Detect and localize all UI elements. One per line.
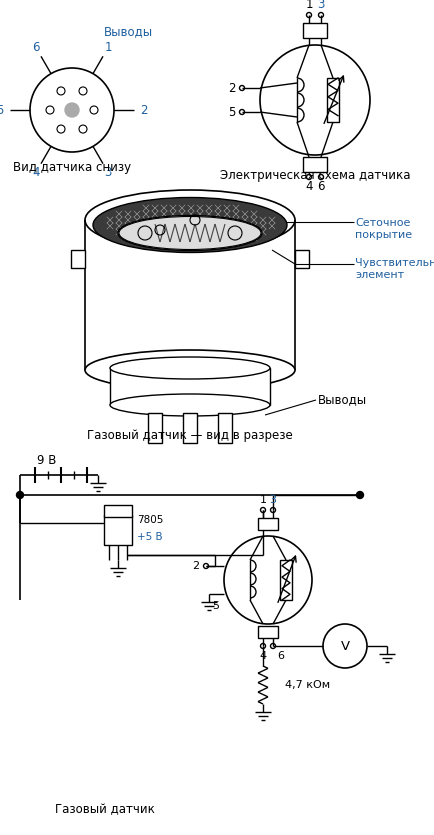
Bar (183, 413, 197, 443)
Text: 1: 1 (260, 495, 266, 505)
Text: 1: 1 (104, 41, 112, 54)
Bar (295, 250, 309, 268)
Text: Выводы: Выводы (318, 393, 367, 407)
Ellipse shape (110, 357, 270, 379)
Text: 6: 6 (277, 651, 285, 661)
Text: Выводы: Выводы (103, 26, 153, 38)
Bar (258, 626, 278, 638)
Bar (104, 505, 132, 517)
Text: Вид датчика снизу: Вид датчика снизу (13, 161, 131, 175)
Bar (104, 515, 132, 545)
Bar (258, 518, 278, 530)
Text: 2: 2 (140, 104, 148, 117)
Ellipse shape (118, 215, 262, 250)
Text: Сеточное
покрытие: Сеточное покрытие (355, 218, 412, 240)
Text: 2: 2 (192, 561, 200, 571)
Ellipse shape (85, 350, 295, 390)
Ellipse shape (85, 190, 295, 250)
Text: 3: 3 (317, 0, 325, 12)
Text: 4,7 кОм: 4,7 кОм (285, 680, 330, 690)
Text: 4: 4 (260, 651, 266, 661)
Text: Газовый датчик: Газовый датчик (55, 803, 155, 817)
Text: 9 В: 9 В (37, 453, 57, 467)
Text: 4: 4 (305, 180, 313, 194)
Text: 6: 6 (32, 41, 40, 54)
Text: 3: 3 (104, 166, 112, 179)
Bar (71, 250, 85, 268)
Text: +5 В: +5 В (137, 532, 163, 542)
Bar (218, 413, 232, 443)
Bar (303, 157, 327, 172)
Circle shape (356, 492, 364, 498)
Text: 1: 1 (305, 0, 313, 12)
Text: 2: 2 (228, 82, 236, 94)
Text: 3: 3 (270, 495, 276, 505)
Text: 5: 5 (228, 105, 236, 119)
Text: 6: 6 (317, 180, 325, 194)
Text: 5: 5 (213, 601, 220, 611)
Circle shape (16, 492, 23, 498)
Bar (303, 23, 327, 38)
Text: 7805: 7805 (137, 515, 163, 525)
Text: Электрическая схема датчика: Электрическая схема датчика (220, 169, 410, 181)
Ellipse shape (110, 394, 270, 416)
Bar (327, 78, 339, 122)
Text: Чувствительный
элемент: Чувствительный элемент (355, 258, 434, 280)
Ellipse shape (119, 216, 261, 250)
Bar (110, 368, 270, 405)
Ellipse shape (93, 198, 287, 252)
Text: Газовый датчик — вид в разрезе: Газовый датчик — вид в разрезе (87, 428, 293, 442)
Text: 4: 4 (32, 166, 40, 179)
Text: 5: 5 (0, 104, 3, 117)
Text: V: V (340, 640, 349, 652)
Circle shape (65, 103, 79, 117)
Bar (280, 560, 292, 600)
Bar (148, 413, 162, 443)
